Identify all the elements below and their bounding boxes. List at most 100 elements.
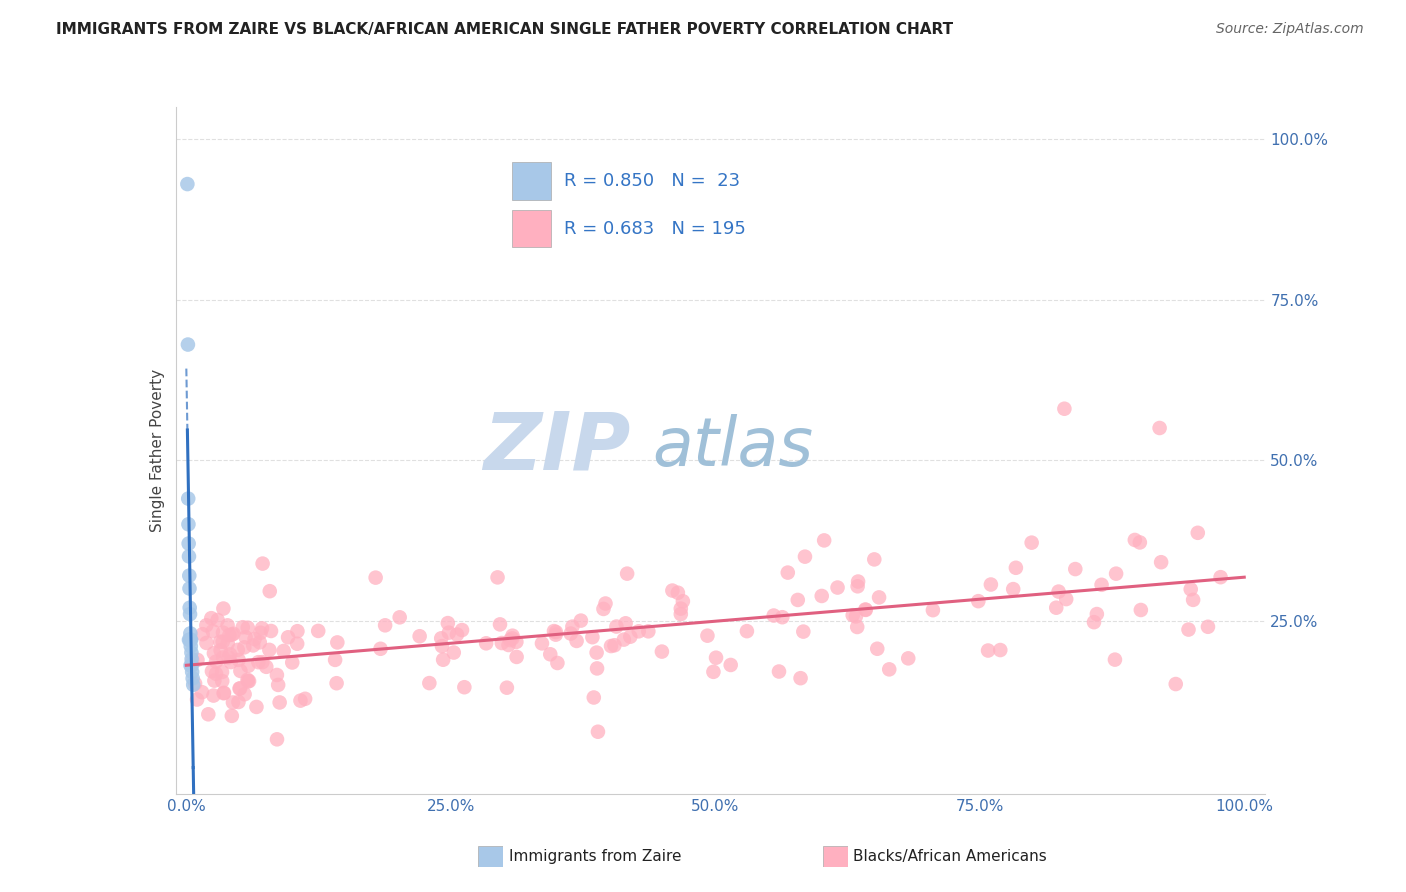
Point bbox=[491, 636, 513, 650]
Point bbox=[980, 577, 1002, 591]
Point bbox=[221, 709, 243, 723]
Point bbox=[232, 620, 254, 634]
Point bbox=[592, 602, 614, 616]
Point bbox=[236, 621, 259, 635]
Point bbox=[868, 591, 890, 605]
Point bbox=[1149, 421, 1171, 435]
Point bbox=[186, 692, 208, 706]
Point bbox=[229, 664, 252, 678]
Point bbox=[696, 629, 718, 643]
Point bbox=[207, 613, 229, 627]
Point bbox=[269, 696, 291, 710]
Point bbox=[247, 655, 270, 669]
Point bbox=[177, 549, 200, 564]
Point bbox=[191, 627, 214, 641]
Point bbox=[197, 707, 219, 722]
Point bbox=[605, 619, 627, 633]
Point bbox=[544, 625, 567, 640]
Point bbox=[505, 635, 527, 649]
Point bbox=[211, 674, 233, 689]
Point bbox=[853, 602, 876, 616]
Point bbox=[254, 660, 277, 674]
Point bbox=[846, 574, 869, 589]
Point bbox=[585, 646, 607, 660]
Point bbox=[181, 665, 204, 679]
Point bbox=[651, 644, 673, 658]
Point bbox=[1129, 603, 1152, 617]
Text: Immigrants from Zaire: Immigrants from Zaire bbox=[509, 849, 682, 863]
Point bbox=[228, 681, 250, 696]
Point bbox=[637, 624, 659, 639]
Point bbox=[200, 611, 222, 625]
Point bbox=[418, 676, 440, 690]
Point bbox=[294, 691, 316, 706]
Point bbox=[201, 665, 224, 679]
Point bbox=[370, 641, 392, 656]
Point bbox=[776, 566, 799, 580]
Point bbox=[195, 618, 218, 632]
Point bbox=[228, 695, 250, 709]
Point bbox=[252, 655, 274, 669]
Point bbox=[226, 643, 249, 657]
Point bbox=[249, 635, 271, 649]
Point bbox=[661, 583, 683, 598]
Point bbox=[446, 627, 468, 641]
Point bbox=[245, 700, 267, 714]
Point bbox=[176, 177, 198, 191]
Point bbox=[252, 557, 274, 571]
Point bbox=[212, 686, 235, 700]
Point bbox=[181, 678, 204, 692]
Point bbox=[180, 658, 202, 673]
Point bbox=[863, 552, 886, 566]
Point bbox=[1150, 555, 1173, 569]
Point bbox=[180, 632, 202, 647]
Point bbox=[1005, 561, 1028, 575]
Point bbox=[1047, 584, 1070, 599]
Point bbox=[211, 665, 233, 679]
Point bbox=[502, 629, 524, 643]
Point bbox=[1209, 570, 1232, 584]
Point bbox=[202, 646, 225, 660]
Point bbox=[538, 647, 561, 661]
Point bbox=[217, 618, 239, 632]
Point bbox=[582, 690, 605, 705]
Point bbox=[672, 594, 695, 608]
Point bbox=[249, 625, 271, 640]
Point bbox=[222, 626, 245, 640]
Point bbox=[238, 674, 260, 689]
Point bbox=[841, 608, 863, 623]
Text: IMMIGRANTS FROM ZAIRE VS BLACK/AFRICAN AMERICAN SINGLE FATHER POVERTY CORRELATIO: IMMIGRANTS FROM ZAIRE VS BLACK/AFRICAN A… bbox=[56, 22, 953, 37]
Point bbox=[238, 658, 260, 673]
Point bbox=[827, 581, 849, 595]
Point bbox=[250, 621, 273, 635]
Point bbox=[177, 632, 200, 647]
Point bbox=[202, 689, 225, 703]
Point bbox=[186, 653, 208, 667]
Point bbox=[259, 643, 281, 657]
Point bbox=[1090, 578, 1112, 592]
Point bbox=[218, 650, 240, 665]
Point bbox=[1045, 600, 1067, 615]
Point bbox=[277, 630, 299, 644]
Point bbox=[704, 650, 727, 665]
Point bbox=[180, 652, 202, 666]
Point bbox=[209, 643, 232, 657]
Point bbox=[1054, 592, 1077, 607]
Point bbox=[619, 630, 641, 644]
Text: R = 0.850   N =  23: R = 0.850 N = 23 bbox=[564, 172, 740, 190]
Point bbox=[430, 632, 453, 646]
Point bbox=[285, 637, 308, 651]
Point bbox=[1187, 525, 1209, 540]
Text: Blacks/African Americans: Blacks/African Americans bbox=[853, 849, 1047, 863]
Point bbox=[922, 603, 945, 617]
Point bbox=[209, 634, 232, 648]
Point bbox=[770, 610, 793, 624]
Text: atlas: atlas bbox=[652, 414, 813, 480]
Point bbox=[560, 626, 582, 640]
Point bbox=[323, 653, 346, 667]
Point bbox=[735, 624, 758, 639]
Point bbox=[191, 685, 214, 699]
Point bbox=[228, 653, 250, 667]
Point bbox=[219, 648, 242, 662]
Point bbox=[762, 608, 785, 623]
